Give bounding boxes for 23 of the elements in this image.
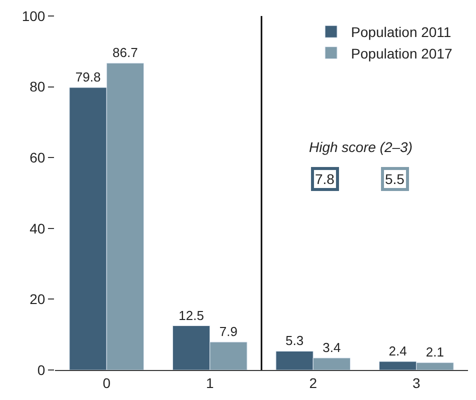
data-label: 7.9 [219, 324, 238, 340]
y-tick-label: 100 [22, 8, 46, 24]
x-tick-label: 3 [412, 374, 420, 391]
legend-label: Population 2017 [351, 45, 452, 62]
x-tick-label: 1 [206, 374, 214, 391]
data-label: 79.8 [75, 70, 101, 85]
x-tick-label: 2 [309, 374, 318, 391]
data-label: 5.3 [286, 333, 304, 348]
y-tick-label: 20 [30, 291, 46, 308]
x-tick-label: 0 [102, 374, 111, 391]
data-label: 2.4 [388, 344, 407, 358]
y-tick-label: 0 [37, 362, 46, 378]
annotation: High score (2–3) [309, 139, 412, 155]
y-tick-label: 40 [30, 220, 46, 236]
y-tick-label: 80 [30, 78, 46, 95]
annotation: 5.5 [385, 171, 405, 187]
annotation: 7.8 [315, 171, 335, 187]
data-label: 86.7 [112, 45, 138, 60]
y-tick-label: 60 [30, 150, 46, 166]
data-label: 12.5 [178, 308, 204, 323]
data-label: 2.1 [426, 344, 444, 360]
legend-label: Population 2011 [351, 24, 452, 40]
data-label: 3.4 [322, 340, 341, 355]
